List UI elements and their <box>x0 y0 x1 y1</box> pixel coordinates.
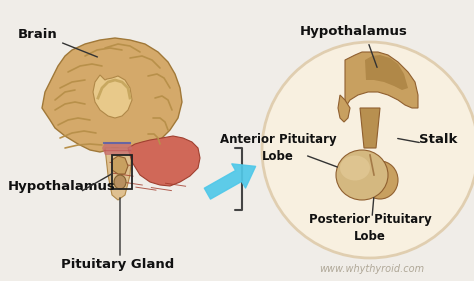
Text: Hypothalamus: Hypothalamus <box>300 25 408 38</box>
Polygon shape <box>360 108 380 148</box>
Bar <box>112 155 132 189</box>
Text: Pituitary Gland: Pituitary Gland <box>61 258 174 271</box>
Text: Posterior Pituitary
Lobe: Posterior Pituitary Lobe <box>309 214 431 243</box>
Text: Brain: Brain <box>18 28 58 41</box>
Polygon shape <box>105 148 132 200</box>
Circle shape <box>262 42 474 258</box>
Ellipse shape <box>362 161 398 199</box>
Polygon shape <box>112 156 128 174</box>
Polygon shape <box>128 136 200 186</box>
Text: Anterior Pituitary
Lobe: Anterior Pituitary Lobe <box>219 133 337 162</box>
Polygon shape <box>345 52 418 108</box>
Text: Stalk: Stalk <box>419 133 457 146</box>
FancyArrowPatch shape <box>204 164 255 199</box>
Text: www.whythyroid.com: www.whythyroid.com <box>319 264 425 274</box>
Polygon shape <box>102 142 132 155</box>
Polygon shape <box>338 95 350 122</box>
Ellipse shape <box>340 155 370 180</box>
Ellipse shape <box>114 175 126 189</box>
Polygon shape <box>93 75 132 118</box>
Polygon shape <box>42 38 182 152</box>
Ellipse shape <box>336 150 388 200</box>
Polygon shape <box>365 55 408 90</box>
Text: Hypothalamus: Hypothalamus <box>8 180 116 193</box>
